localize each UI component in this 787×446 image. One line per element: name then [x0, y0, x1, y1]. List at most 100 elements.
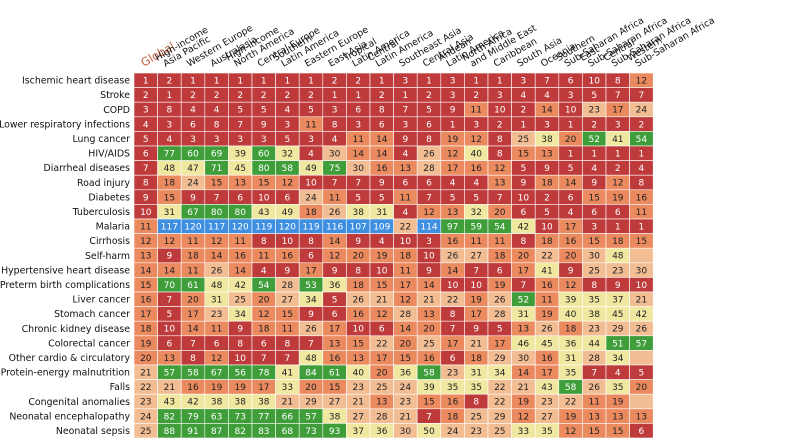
cell-value: 18 — [494, 252, 506, 262]
cell-value: 14 — [400, 325, 412, 335]
cell-value: 1 — [403, 91, 409, 101]
cell-value: 4 — [639, 164, 645, 174]
cell-value: 7 — [473, 266, 479, 276]
cell-value: 16 — [352, 310, 364, 320]
cell-value: 46 — [518, 339, 530, 349]
cell-value: 12 — [258, 310, 269, 320]
cell-value: 21 — [164, 383, 175, 393]
cell-value: 7 — [190, 339, 196, 349]
cell-value: 1 — [167, 91, 173, 101]
cell-value: 3 — [167, 120, 173, 130]
cell-value: 39 — [565, 296, 577, 306]
cell-value: 6 — [426, 179, 432, 189]
cell-value: 14 — [447, 266, 459, 276]
cell-value: 4 — [521, 91, 527, 101]
cell-value: 19 — [376, 252, 388, 262]
cell-value: 16 — [329, 354, 341, 364]
row-label: Falls — [110, 382, 130, 393]
row-label: Tuberculosis — [72, 207, 131, 218]
heatmap-cell — [629, 247, 654, 264]
cell-value: 16 — [541, 281, 553, 291]
cell-value: 16 — [565, 237, 577, 247]
cell-value: 43 — [164, 398, 175, 408]
cell-value: 31 — [376, 208, 387, 218]
cell-value: 12 — [376, 310, 387, 320]
cell-value: 38 — [352, 208, 364, 218]
cell-value: 7 — [237, 120, 243, 130]
cell-value: 3 — [308, 135, 314, 145]
cell-value: 5 — [332, 296, 338, 306]
cell-value: 9 — [591, 179, 597, 189]
cell-value: 25 — [376, 383, 387, 393]
cell-value: 13 — [164, 354, 175, 364]
cell-value: 3 — [237, 135, 243, 145]
cell-value: 82 — [234, 427, 245, 437]
cell-value: 16 — [234, 252, 246, 262]
cell-value: 20 — [494, 208, 506, 218]
cell-value: 34 — [234, 310, 246, 320]
cell-value: 1 — [190, 77, 196, 87]
row-label: Preterm birth complications — [0, 280, 130, 291]
cell-value: 8 — [521, 237, 527, 247]
cell-value: 6 — [615, 208, 621, 218]
cell-value: 30 — [518, 354, 530, 364]
cell-value: 2 — [379, 91, 385, 101]
cell-value: 79 — [187, 412, 199, 422]
cell-value: 14 — [376, 150, 388, 160]
cell-value: 2 — [639, 120, 645, 130]
cell-value: 3 — [403, 77, 409, 87]
cell-value: 9 — [379, 179, 385, 189]
cell-value: 26 — [352, 296, 364, 306]
cell-value: 6 — [521, 208, 527, 218]
cell-value: 5 — [143, 135, 149, 145]
cell-value: 19 — [612, 398, 624, 408]
cell-value: 20 — [305, 383, 317, 393]
cell-value: 2 — [285, 91, 291, 101]
cell-value: 21 — [400, 412, 411, 422]
cell-value: 5 — [237, 106, 243, 116]
cell-value: 11 — [329, 193, 340, 203]
cell-value: 67 — [187, 208, 198, 218]
cell-value: 4 — [615, 369, 621, 379]
cell-value: 44 — [588, 339, 600, 349]
row-label: Congenital anomalies — [28, 397, 130, 408]
cell-value: 117 — [208, 223, 225, 233]
cell-value: 109 — [373, 223, 390, 233]
cell-value: 5 — [544, 208, 550, 218]
cell-value: 18 — [258, 325, 270, 335]
cell-value: 70 — [164, 281, 176, 291]
cell-value: 11 — [187, 266, 198, 276]
cell-value: 54 — [494, 223, 506, 233]
cell-value: 26 — [423, 150, 435, 160]
cell-value: 1 — [332, 91, 338, 101]
cell-value: 42 — [187, 398, 198, 408]
cell-value: 2 — [214, 91, 220, 101]
cell-value: 120 — [232, 223, 249, 233]
cell-value: 13 — [400, 164, 411, 174]
cell-value: 13 — [447, 208, 458, 218]
cell-value: 4 — [379, 237, 385, 247]
cell-value: 1 — [379, 77, 385, 87]
cell-value: 31 — [211, 296, 222, 306]
cell-value: 10 — [636, 281, 648, 291]
cell-value: 15 — [400, 354, 411, 364]
cell-value: 15 — [282, 310, 293, 320]
cell-value: 12 — [329, 252, 340, 262]
cell-value: 15 — [329, 383, 340, 393]
row-label: Lower respiratory infections — [0, 119, 130, 130]
cell-value: 9 — [308, 310, 314, 320]
cell-value: 13 — [541, 150, 552, 160]
cell-value: 60 — [187, 150, 199, 160]
cell-value: 23 — [588, 106, 599, 116]
cell-value: 3 — [261, 135, 267, 145]
cell-value: 24 — [636, 106, 648, 116]
cell-value: 58 — [565, 383, 577, 393]
cell-value: 30 — [352, 164, 364, 174]
cell-value: 14 — [234, 266, 246, 276]
cell-value: 7 — [426, 193, 432, 203]
cell-value: 20 — [565, 252, 577, 262]
cell-value: 114 — [420, 223, 437, 233]
cell-value: 4 — [544, 91, 550, 101]
row-label: Stomach cancer — [54, 309, 130, 320]
